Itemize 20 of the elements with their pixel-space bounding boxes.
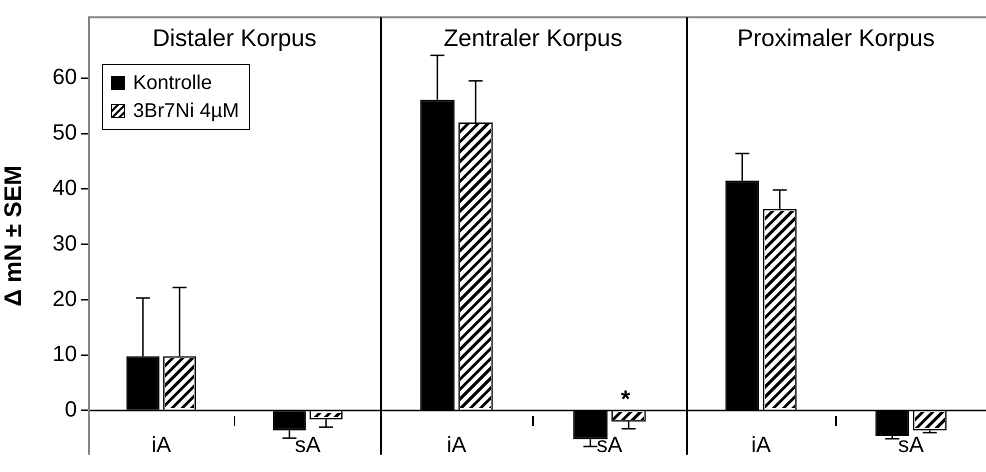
chart-title: Proximaler Korpus bbox=[737, 24, 935, 52]
y-tick-label: 20 bbox=[52, 286, 77, 311]
x-tick-label: sA bbox=[898, 432, 924, 457]
y-tick-label: 60 bbox=[52, 64, 77, 90]
chart-title: Zentraler Korpus bbox=[444, 24, 622, 52]
x-tick-label: sA bbox=[294, 432, 321, 457]
x-tick-label: iA bbox=[151, 432, 172, 457]
legend-label: 3Br7Ni 4µM bbox=[133, 99, 239, 124]
y-axis-title: Δ mN ± SEM bbox=[0, 165, 28, 307]
y-tick-label: 30 bbox=[52, 230, 77, 256]
x-tick-label: sA bbox=[596, 432, 623, 457]
y-tick-label: 10 bbox=[52, 341, 77, 366]
annotation: * bbox=[620, 386, 631, 414]
chart-title: Distaler Korpus bbox=[152, 24, 317, 52]
y-tick-label: 0 bbox=[64, 396, 77, 422]
legend-label: Kontrolle bbox=[133, 71, 212, 96]
x-tick-label: iA bbox=[751, 432, 772, 457]
y-tick-label: 50 bbox=[52, 120, 77, 145]
x-tick-label: iA bbox=[446, 432, 467, 457]
y-tick-label: 40 bbox=[52, 174, 77, 200]
